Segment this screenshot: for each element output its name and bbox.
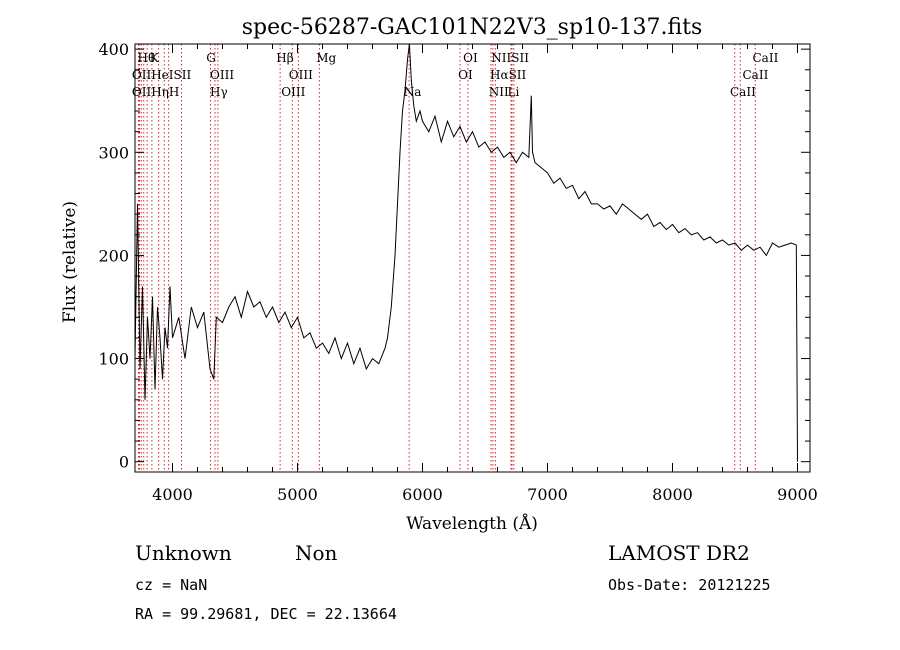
line-label-row2-3: OI <box>458 68 473 82</box>
line-label-row3-0: OIIHηH <box>132 85 179 99</box>
x-tick-label-5000: 5000 <box>277 485 318 504</box>
plot-frame <box>134 43 811 473</box>
object-subclass: Non <box>295 541 338 565</box>
line-label-row3-4: NII <box>489 85 509 99</box>
redshift-text: cz = NaN <box>135 576 207 594</box>
line-label-row2-4: HαSII <box>490 68 527 82</box>
line-label-row3-5: Li <box>508 85 520 99</box>
obs-date: Obs-Date: 20121225 <box>608 576 771 594</box>
line-label-row1-6: NIISII <box>491 51 529 65</box>
line-label-row3-1: Hγ <box>210 85 228 99</box>
y-tick-label-300: 300 <box>98 143 129 162</box>
x-tick-label-9000: 9000 <box>777 485 818 504</box>
y-tick-label-0: 0 <box>119 453 129 472</box>
spectral-line-labels: HθK G Hβ Mg OI NIISII CaII OIIHeISII OIII OIII OI H… <box>132 51 779 99</box>
object-class: Unknown <box>135 541 232 565</box>
line-label-row2-0: OIIHeISII <box>132 68 192 82</box>
y-tick-label-100: 100 <box>98 350 129 369</box>
x-tick-label-7000: 7000 <box>527 485 568 504</box>
line-label-row1-4: Mg <box>316 51 336 65</box>
coordinates: RA = 99.29681, DEC = 22.13664 <box>135 605 397 623</box>
x-axis-label: Wavelength (Å) <box>406 513 538 534</box>
chart-title: spec-56287-GAC101N22V3_sp10-137.fits <box>242 15 703 40</box>
y-tick-label-200: 200 <box>98 246 129 265</box>
survey-name: LAMOST DR2 <box>608 541 750 565</box>
line-label-row1-1: K <box>150 51 160 65</box>
line-label-row2-1: OIII <box>210 68 234 82</box>
x-tick-label-6000: 6000 <box>402 485 443 504</box>
x-tick-label-4000: 4000 <box>152 485 193 504</box>
line-label-row1-0: Hθ <box>138 51 156 65</box>
y-axis-label: Flux (relative) <box>60 201 80 323</box>
line-label-row3-6: CaII <box>730 85 756 99</box>
line-label-row2-2: OIII <box>289 68 313 82</box>
x-axis-ticks: 4000 5000 6000 7000 8000 9000 <box>152 44 818 504</box>
line-label-row1-5: OI <box>463 51 478 65</box>
line-label-row1-3: Hβ <box>276 51 293 65</box>
line-label-row1-2: G <box>206 51 216 65</box>
spectrum-series <box>134 43 798 462</box>
y-axis-ticks: 0 100 200 300 400 <box>98 40 810 472</box>
line-label-row3-2: OIII <box>281 85 305 99</box>
spectral-line-markers <box>138 44 756 472</box>
spectrum-line-0 <box>134 43 798 462</box>
x-tick-label-8000: 8000 <box>652 485 693 504</box>
line-label-row2-5: CaII <box>743 68 769 82</box>
line-label-row1-7: CaII <box>753 51 779 65</box>
y-tick-label-400: 400 <box>98 40 129 59</box>
